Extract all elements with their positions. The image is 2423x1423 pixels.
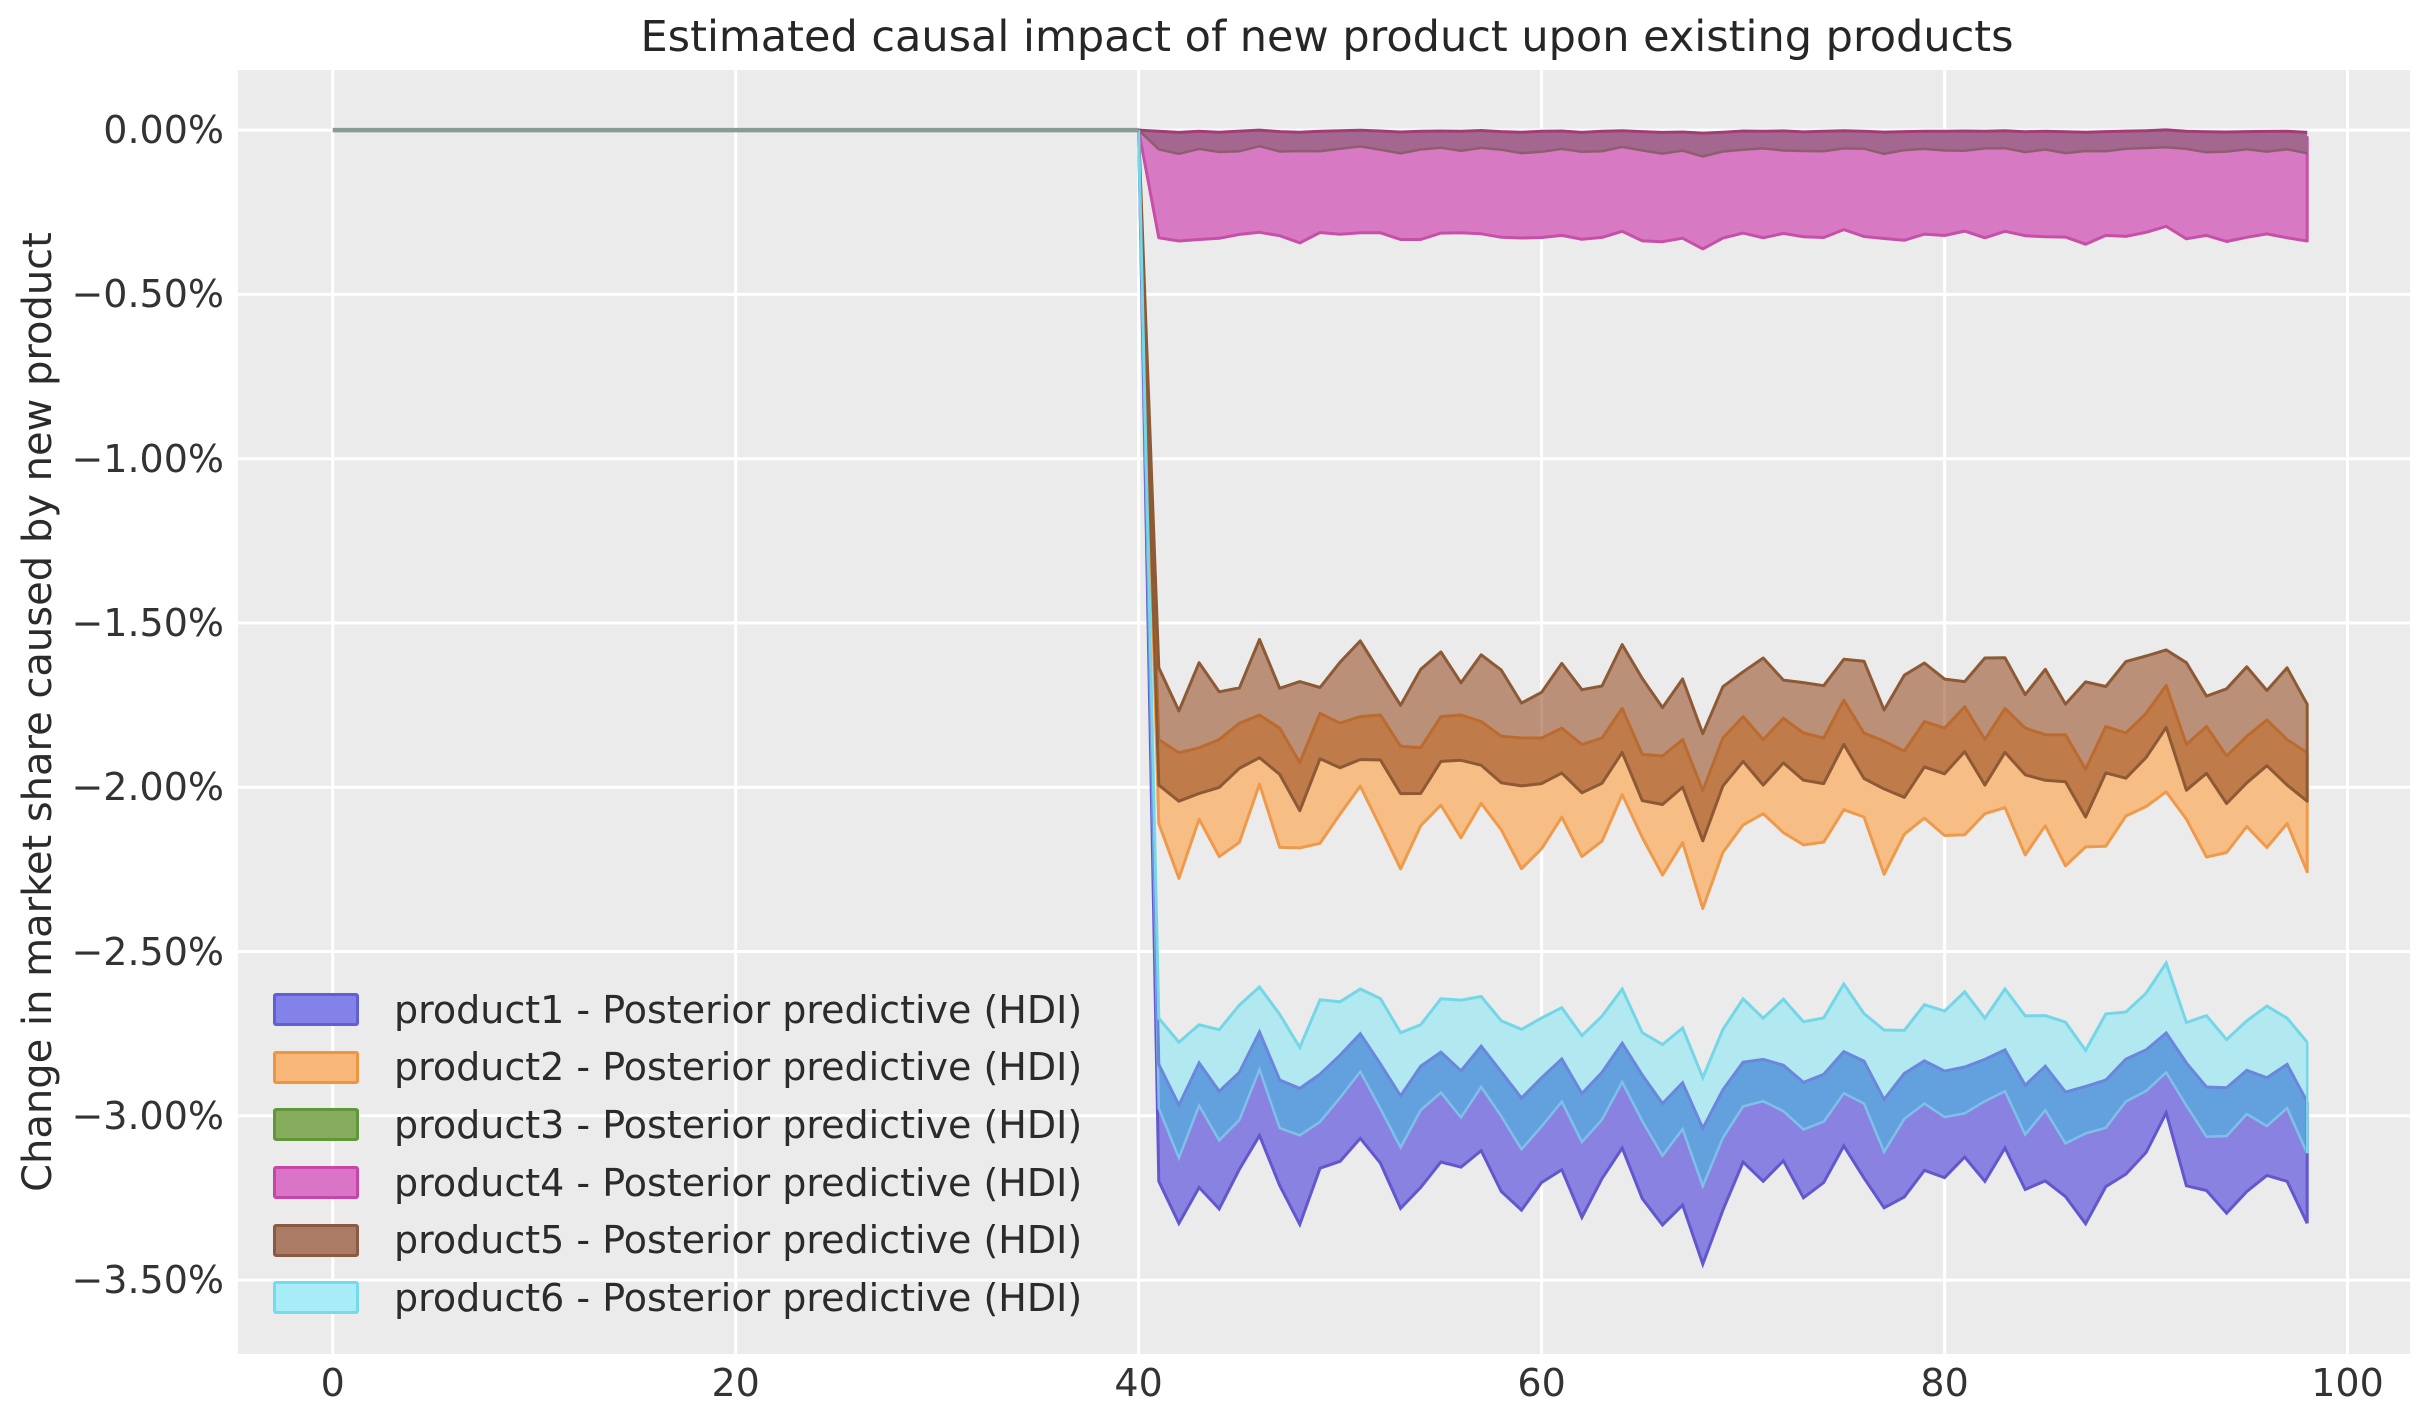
legend-swatch-icon bbox=[273, 1166, 359, 1200]
legend-label: product1 - Posterior predictive (HDI) bbox=[394, 987, 1083, 1032]
product1-product6-hdi-overlap bbox=[1138, 130, 2308, 1187]
legend-label: product3 - Posterior predictive (HDI) bbox=[394, 1102, 1083, 1147]
x-tick-label: 40 bbox=[1114, 1361, 1163, 1405]
y-tick-label: −1.50% bbox=[71, 601, 224, 645]
legend-label: product4 - Posterior predictive (HDI) bbox=[394, 1160, 1083, 1205]
y-axis-label: Change in market share caused by new pro… bbox=[15, 232, 61, 1192]
x-tick-label: 100 bbox=[2311, 1361, 2384, 1405]
legend-label: product6 - Posterior predictive (HDI) bbox=[394, 1275, 1083, 1320]
legend-swatch-icon bbox=[273, 1223, 359, 1257]
y-tick-label: −2.00% bbox=[71, 765, 224, 810]
x-tick-label: 0 bbox=[320, 1361, 345, 1405]
product6-hdi-band bbox=[1138, 130, 2308, 1129]
x-tick-label: 60 bbox=[1517, 1361, 1566, 1405]
x-tick-label: 80 bbox=[1920, 1361, 1969, 1405]
chart-title: Estimated causal impact of new product u… bbox=[640, 12, 2014, 62]
legend-item-product5: product5 - Posterior predictive (HDI) bbox=[273, 1211, 1082, 1269]
legend-swatch-icon bbox=[273, 993, 359, 1027]
legend-item-product4: product4 - Posterior predictive (HDI) bbox=[273, 1154, 1082, 1212]
y-tick-label: −2.50% bbox=[71, 929, 224, 974]
legend-swatch-icon bbox=[273, 1050, 359, 1084]
y-tick-label: −3.00% bbox=[71, 1093, 224, 1138]
product5-hdi-band bbox=[1137, 128, 2309, 843]
y-tick-label: −1.00% bbox=[71, 436, 224, 481]
product6-hdi-lower-edge bbox=[1137, 130, 2309, 1190]
legend-item-product6: product6 - Posterior predictive (HDI) bbox=[273, 1269, 1082, 1327]
legend-item-product2: product2 - Posterior predictive (HDI) bbox=[273, 1039, 1082, 1097]
product6-hdi-upper-edge bbox=[1137, 130, 2309, 1082]
legend-item-product3: product3 - Posterior predictive (HDI) bbox=[273, 1096, 1082, 1154]
product3-hdi-upper-edge bbox=[1138, 128, 2308, 135]
product1-hdi-lower-edge bbox=[1137, 130, 2309, 1269]
legend-swatch-icon bbox=[273, 1281, 359, 1315]
legend-label: product2 - Posterior predictive (HDI) bbox=[394, 1045, 1083, 1090]
legend-label: product5 - Posterior predictive (HDI) bbox=[394, 1218, 1083, 1263]
y-tick-label: −3.50% bbox=[71, 1258, 224, 1303]
y-tick-label: −0.50% bbox=[71, 272, 224, 317]
product1-hdi-band bbox=[1138, 130, 2308, 1265]
x-tick-label: 20 bbox=[711, 1361, 760, 1405]
legend-swatch-icon bbox=[273, 1108, 359, 1142]
y-tick-label: 0.00% bbox=[103, 108, 224, 153]
legend-item-product1: product1 - Posterior predictive (HDI) bbox=[273, 981, 1082, 1039]
legend: product1 - Posterior predictive (HDI) pro… bbox=[273, 981, 1082, 1327]
product1-hdi-upper-edge bbox=[1137, 130, 2309, 1132]
product3-hdi-lower-edge bbox=[1137, 129, 2308, 158]
